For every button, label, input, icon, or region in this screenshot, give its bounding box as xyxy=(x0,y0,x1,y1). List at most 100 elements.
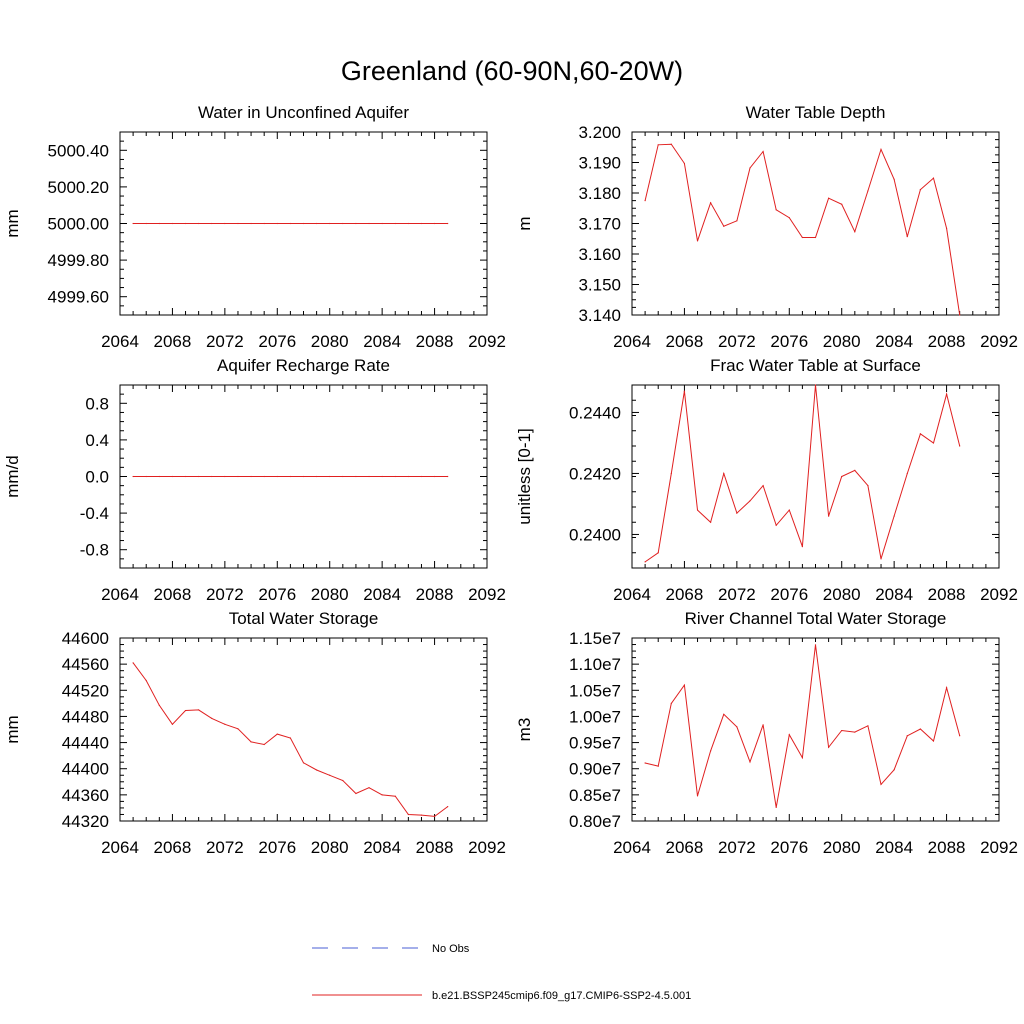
data-point xyxy=(342,475,344,478)
data-point xyxy=(801,757,803,759)
data-point xyxy=(893,769,895,771)
data-point xyxy=(250,222,252,225)
data-point xyxy=(683,684,686,686)
data-point xyxy=(263,743,265,746)
data-point xyxy=(644,200,646,202)
y-tick-label: 0.0 xyxy=(85,468,109,487)
x-tick-label: 2064 xyxy=(101,585,139,604)
data-point xyxy=(158,704,160,706)
y-tick-label: 1.10e7 xyxy=(569,655,621,674)
data-point xyxy=(132,222,134,225)
y-axis-label: m3 xyxy=(515,718,534,742)
y-axis-label: unitless [0-1] xyxy=(515,428,534,524)
x-tick-label: 2084 xyxy=(363,332,401,351)
data-point xyxy=(420,814,423,816)
data-point xyxy=(959,314,961,316)
data-point xyxy=(775,806,777,809)
data-point xyxy=(959,735,961,737)
data-point xyxy=(316,769,318,771)
y-tick-label: 3.180 xyxy=(578,184,621,203)
data-point xyxy=(329,475,331,478)
data-point xyxy=(644,762,646,764)
data-point xyxy=(814,236,817,239)
x-tick-label: 2068 xyxy=(154,838,192,857)
y-tick-label: 3.190 xyxy=(578,154,621,173)
y-tick-label: 4999.60 xyxy=(48,288,109,307)
y-tick-label: 44440 xyxy=(62,734,109,753)
data-point xyxy=(447,475,449,478)
data-point xyxy=(224,723,226,725)
data-point xyxy=(237,728,239,730)
data-point xyxy=(420,222,423,225)
data-point xyxy=(171,222,174,225)
legend-label-model: b.e21.BSSP245cmip6.f09_g17.CMIP6-SSP2-4.… xyxy=(432,990,691,1002)
data-point xyxy=(420,475,423,478)
data-point xyxy=(919,189,921,191)
data-point xyxy=(433,475,436,478)
x-tick-label: 2064 xyxy=(101,332,139,351)
y-tick-label: -0.8 xyxy=(80,541,109,560)
data-point xyxy=(381,222,383,225)
plot-frame xyxy=(631,637,1000,822)
data-point xyxy=(171,475,174,478)
data-point xyxy=(407,475,409,478)
data-point xyxy=(854,231,856,233)
x-tick-label: 2068 xyxy=(154,585,192,604)
data-point xyxy=(762,485,764,487)
data-point xyxy=(289,737,291,739)
data-point xyxy=(775,524,777,526)
data-point xyxy=(368,475,370,478)
x-tick-label: 2064 xyxy=(613,585,651,604)
data-point xyxy=(814,384,817,386)
data-point xyxy=(670,472,672,475)
data-point xyxy=(145,222,147,225)
data-point xyxy=(381,794,383,796)
data-point xyxy=(723,225,725,227)
data-point xyxy=(158,222,160,225)
x-tick-label: 2084 xyxy=(363,838,401,857)
x-tick-label: 2088 xyxy=(928,838,966,857)
x-tick-label: 2076 xyxy=(258,838,296,857)
x-tick-label: 2080 xyxy=(311,585,349,604)
y-tick-label: 0.2400 xyxy=(569,525,621,544)
data-point xyxy=(657,552,659,554)
data-point xyxy=(407,813,409,816)
data-point xyxy=(893,178,895,180)
data-point xyxy=(932,177,935,179)
y-tick-label: 0.85e7 xyxy=(569,786,621,805)
x-tick-label: 2088 xyxy=(928,585,966,604)
x-tick-label: 2068 xyxy=(666,585,704,604)
data-point xyxy=(683,390,686,392)
y-tick-label: 0.80e7 xyxy=(569,812,621,831)
legend-label-no-obs: No Obs xyxy=(432,943,470,955)
x-tick-label: 2064 xyxy=(101,838,139,857)
data-point xyxy=(854,731,856,733)
y-tick-label: 1.00e7 xyxy=(569,707,621,726)
x-tick-label: 2076 xyxy=(770,838,808,857)
data-point xyxy=(828,515,830,517)
y-tick-label: 44320 xyxy=(62,812,109,831)
data-point xyxy=(355,222,357,225)
x-tick-label: 2080 xyxy=(823,838,861,857)
data-point xyxy=(906,236,908,238)
data-point xyxy=(828,197,830,199)
data-point xyxy=(880,783,882,786)
data-point xyxy=(171,723,174,725)
x-tick-label: 2084 xyxy=(363,585,401,604)
data-point xyxy=(749,761,751,763)
data-point xyxy=(289,222,291,225)
y-tick-label: 44400 xyxy=(62,760,109,779)
data-point xyxy=(263,222,265,225)
data-point xyxy=(841,203,843,205)
series-line xyxy=(132,662,448,817)
x-tick-label: 2092 xyxy=(468,332,506,351)
x-tick-label: 2072 xyxy=(718,838,756,857)
data-point xyxy=(880,558,882,560)
x-tick-label: 2088 xyxy=(416,585,454,604)
data-point xyxy=(211,475,213,478)
series-line xyxy=(644,143,961,316)
data-point xyxy=(302,762,305,764)
data-point xyxy=(736,512,738,514)
